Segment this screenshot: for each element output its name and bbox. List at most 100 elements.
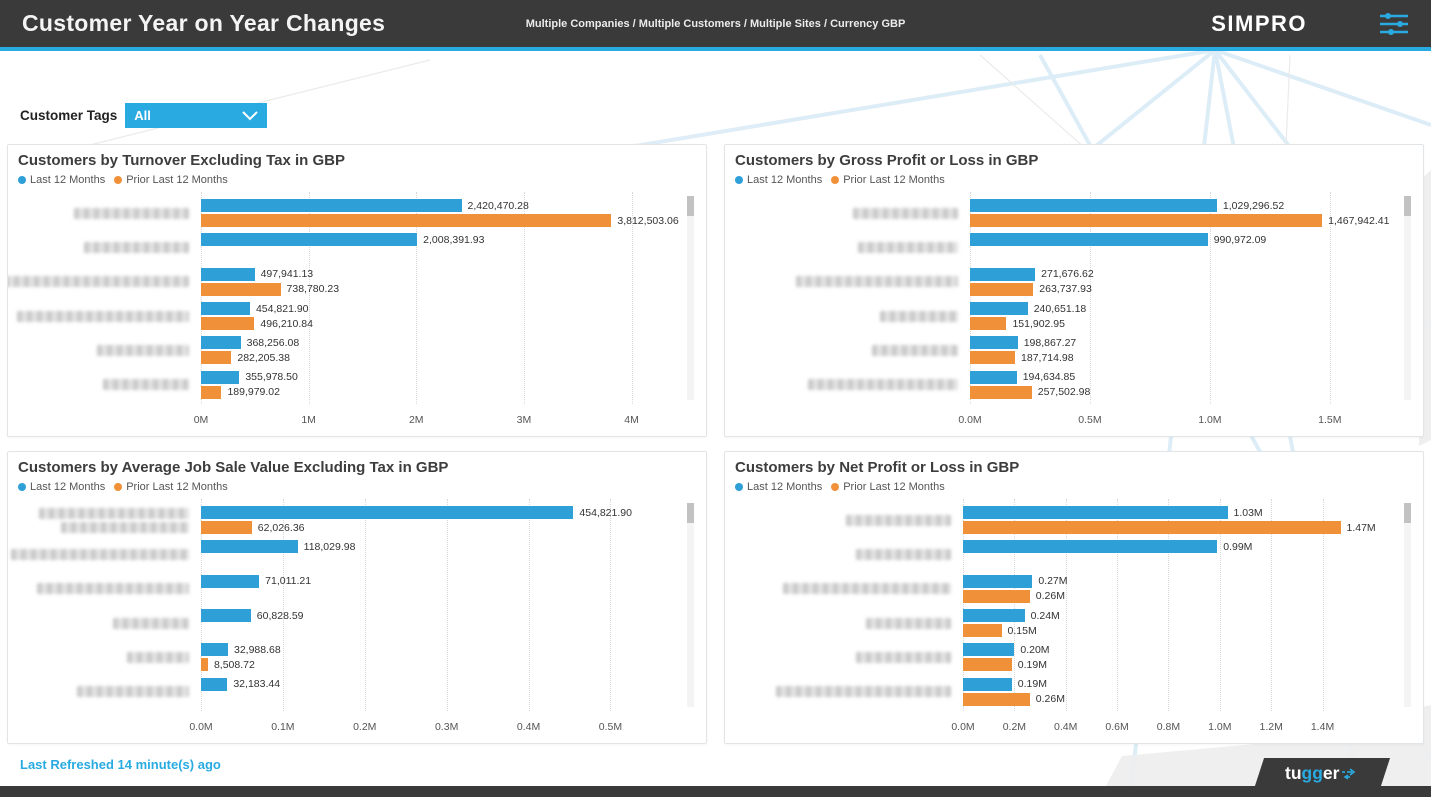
bar-line (201, 590, 680, 603)
redacted-text (776, 686, 951, 698)
bar-last12[interactable] (963, 574, 1033, 588)
bar-line: 0.26M (963, 692, 1397, 706)
bar-line: 0.99M (963, 540, 1397, 554)
bar-group: 271,676.62 263,737.93 (735, 265, 1397, 299)
bar-last12[interactable] (970, 199, 1217, 213)
bar-last12[interactable] (963, 609, 1025, 623)
redacted-text (856, 548, 951, 560)
bar-line: 240,651.18 (970, 302, 1397, 316)
bar-group: 0.24M 0.15M (735, 606, 1397, 640)
scrollbar-thumb[interactable] (1404, 196, 1411, 216)
bar-prior[interactable] (970, 351, 1016, 365)
bar-prior[interactable] (201, 351, 232, 365)
bar-line: 1.03M (963, 506, 1397, 520)
bar-last12[interactable] (970, 302, 1028, 316)
bar-last12[interactable] (201, 336, 241, 350)
gridline (308, 192, 310, 404)
redacted-text (8, 276, 189, 288)
x-axis: 0M 1M 2M 3M 4M (194, 410, 680, 428)
bar-value-label: 2,008,391.93 (423, 233, 485, 246)
bar-last12[interactable] (963, 643, 1015, 657)
bar-last12[interactable] (201, 609, 251, 623)
bar-line: 32,183.44 (201, 677, 680, 691)
chart-legend: Last 12 Months Prior Last 12 Months (735, 481, 1413, 493)
bar-line: 62,026.36 (201, 521, 680, 535)
bar-last12[interactable] (201, 574, 260, 588)
customer-label-redacted (18, 207, 201, 219)
app-header: Customer Year on Year Changes Multiple C… (0, 0, 1431, 51)
bar-line: 118,029.98 (201, 540, 680, 554)
bar-value-label: 496,210.84 (260, 317, 313, 330)
bar-prior[interactable] (970, 282, 1034, 296)
bar-last12[interactable] (970, 370, 1017, 384)
axis-tick-label: 0.0M (951, 721, 975, 733)
customer-tags-dropdown[interactable]: All (125, 103, 268, 128)
bar-last12[interactable] (963, 506, 1228, 520)
bar-last12[interactable] (201, 267, 255, 281)
redacted-text (880, 310, 958, 322)
axis-tick-label: 0.5M (598, 721, 623, 733)
bar-last12[interactable] (201, 302, 250, 316)
axis-tick-label: 0.8M (1156, 721, 1181, 733)
bar-prior[interactable] (970, 385, 1032, 399)
bar-last12[interactable] (970, 336, 1018, 350)
bar-last12[interactable] (201, 677, 228, 691)
bar-last12[interactable] (201, 643, 228, 657)
tugger-logo[interactable]: tu gg er (1253, 758, 1391, 789)
bar-value-label: 368,256.08 (246, 336, 300, 349)
bar-line (970, 248, 1397, 261)
axis-tick-label: 1M (301, 414, 316, 426)
bar-last12[interactable] (201, 540, 298, 554)
bar-prior[interactable] (963, 624, 1002, 638)
bar-last12[interactable] (201, 506, 574, 520)
bar-value-label: 2,420,470.28 (467, 199, 529, 212)
bar-prior[interactable] (963, 521, 1341, 535)
bar-group: 355,978.50 189,979.02 (18, 368, 680, 402)
bar-prior[interactable] (201, 658, 208, 672)
bar-pair: 1,029,296.52 1,467,942.41 (970, 199, 1397, 228)
bar-prior[interactable] (201, 317, 255, 331)
bar-prior[interactable] (201, 214, 612, 228)
bar-value-label: 60,828.59 (256, 609, 304, 622)
customer-label-redacted (8, 276, 201, 288)
bar-prior[interactable] (963, 658, 1012, 672)
bar-prior[interactable] (201, 521, 252, 535)
bar-last12[interactable] (201, 233, 418, 247)
redacted-text (853, 207, 958, 219)
bar-prior[interactable] (970, 317, 1007, 331)
bar-rows: 1,029,296.52 1,467,942.41 990,972.09 271,67… (735, 196, 1397, 402)
customer-label-redacted (735, 344, 970, 356)
customer-label-redacted (735, 617, 963, 629)
bar-last12[interactable] (963, 540, 1218, 554)
bar-line: 194,634.85 (970, 370, 1397, 384)
bar-prior[interactable] (963, 692, 1030, 706)
bar-last12[interactable] (970, 233, 1208, 247)
gridline (523, 192, 525, 404)
bar-last12[interactable] (201, 199, 462, 213)
bar-last12[interactable] (201, 370, 240, 384)
legend-dot-prior (831, 483, 840, 491)
bar-line: 71,011.21 (201, 574, 680, 588)
bar-prior[interactable] (970, 214, 1323, 228)
bar-line: 990,972.09 (970, 233, 1397, 247)
bar-line: 3,812,503.06 (201, 214, 680, 228)
bar-value-label: 8,508.72 (213, 658, 255, 671)
bar-value-label: 454,821.90 (255, 302, 309, 315)
tugger-arrow-icon (1342, 767, 1356, 779)
redacted-text (846, 514, 951, 526)
bar-prior[interactable] (963, 589, 1030, 603)
scrollbar-thumb[interactable] (1404, 503, 1411, 523)
legend-label-prior: Prior Last 12 Months (126, 481, 228, 493)
bar-prior[interactable] (201, 385, 222, 399)
chart-title: Customers by Turnover Excluding Tax in G… (18, 152, 346, 169)
bar-prior[interactable] (201, 282, 281, 296)
customer-label-redacted (17, 310, 201, 322)
filter-sliders-icon[interactable] (1379, 11, 1409, 37)
redacted-text (37, 583, 189, 595)
bar-last12[interactable] (970, 267, 1036, 281)
redacted-text (17, 310, 189, 322)
bar-last12[interactable] (963, 677, 1012, 691)
scrollbar-thumb[interactable] (687, 503, 694, 523)
redacted-text (783, 583, 951, 595)
scrollbar-thumb[interactable] (687, 196, 694, 216)
